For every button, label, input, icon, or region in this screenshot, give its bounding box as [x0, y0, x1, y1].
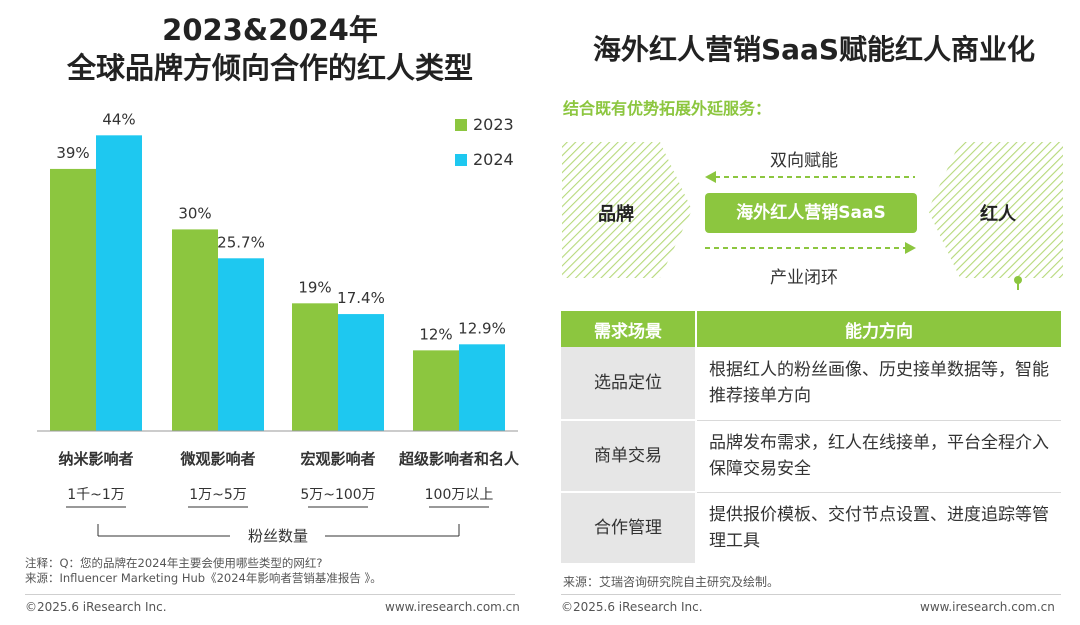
bar-2024-3	[459, 344, 505, 431]
legend-label-2023: 2023	[473, 115, 514, 134]
bar-2024-0	[96, 135, 142, 431]
connector-dot	[1014, 276, 1022, 284]
flow-diagram	[562, 142, 1063, 290]
header-scene: 需求场景	[561, 311, 697, 347]
bar-2024-2	[338, 314, 384, 431]
subcategory-label-1: 1万~5万	[189, 487, 247, 503]
bar-chart: 39% 44% 纳米影响者 1千~1万 30% 25.7% 微观影响者 1万~5万 19% 17.…	[37, 110, 520, 545]
data-label-2023-0: 39%	[56, 144, 89, 162]
table-row: 商单交易 品牌发布需求，红人在线接单，平台全程介入保障交易安全	[561, 420, 1061, 493]
brand-node-label: 品牌	[598, 204, 634, 225]
top-flow-arrowhead	[705, 171, 716, 183]
bar-2023-3	[413, 350, 459, 431]
table-header-row: 需求场景 能力方向	[561, 311, 1061, 347]
chart-notes: 注释：Q：您的品牌在2024年主要会使用哪些类型的网红? 来源：Influenc…	[25, 556, 382, 586]
subcategory-label-2: 5万~100万	[300, 487, 375, 503]
chart-note: 注释：Q：您的品牌在2024年主要会使用哪些类型的网红?	[25, 556, 323, 570]
influencer-node-label: 红人	[980, 204, 1016, 225]
table-row: 选品定位 根据红人的粉丝画像、历史接单数据等，智能推荐接单方向	[561, 347, 1061, 421]
bottom-flow-arrowhead	[905, 242, 916, 254]
right-footer-divider	[561, 594, 1061, 595]
left-website: www.iresearch.com.cn	[385, 600, 520, 614]
subcategory-label-0: 1千~1万	[67, 487, 125, 503]
table-cell-ability: 提供报价模板、交付节点设置、进度追踪等管理工具	[696, 492, 1061, 565]
bottom-flow-label: 产业闭环	[770, 268, 838, 288]
panel-source: 来源：艾瑞咨询研究院自主研究及绘制。	[563, 575, 780, 589]
category-label-1: 微观影响者	[179, 450, 255, 468]
bar-2023-1	[172, 229, 218, 431]
brand-node-shape	[562, 142, 692, 278]
bar-2023-0	[50, 168, 96, 432]
legend-item-2024: 2024	[455, 150, 514, 169]
x-axis-label: 粉丝数量	[248, 527, 308, 545]
chart-title-line2: 全球品牌方倾向合作的红人类型	[66, 51, 473, 85]
legend-swatch-2024	[455, 154, 467, 166]
legend-item-2023: 2023	[455, 115, 514, 134]
table-cell-scene: 商单交易	[561, 420, 697, 493]
legend-swatch-2023	[455, 119, 467, 131]
capability-table: 需求场景 能力方向 选品定位 根据红人的粉丝画像、历史接单数据等，智能推荐接单方…	[561, 311, 1061, 565]
table-row: 合作管理 提供报价模板、交付节点设置、进度追踪等管理工具	[561, 492, 1061, 565]
table-cell-scene: 合作管理	[561, 492, 697, 565]
bar-2023-2	[292, 303, 338, 431]
category-label-2: 宏观影响者	[300, 450, 375, 468]
table-cell-ability: 品牌发布需求，红人在线接单，平台全程介入保障交易安全	[696, 420, 1061, 493]
right-website: www.iresearch.com.cn	[920, 600, 1055, 614]
table-cell-scene: 选品定位	[561, 347, 697, 421]
right-copyright: ©2025.6 iResearch Inc.	[561, 600, 703, 614]
panel-title: 海外红人营销SaaS赋能红人商业化	[592, 33, 1036, 66]
subcategory-label-3: 100万以上	[425, 487, 494, 503]
left-footer-divider	[25, 594, 515, 595]
legend-label-2024: 2024	[473, 150, 514, 169]
data-label-2023-3: 12%	[419, 325, 452, 343]
left-copyright: ©2025.6 iResearch Inc.	[25, 600, 167, 614]
top-flow-label: 双向赋能	[770, 151, 838, 171]
data-label-2024-2: 17.4%	[337, 289, 385, 307]
data-label-2024-1: 25.7%	[217, 233, 265, 251]
category-label-3: 超级影响者和名人	[398, 450, 520, 468]
data-label-2023-2: 19%	[298, 278, 331, 296]
panel-subtitle: 结合既有优势拓展外延服务：	[563, 99, 772, 118]
chart-source: 来源：Influencer Marketing Hub《2024年影响者营销基准…	[25, 571, 382, 585]
data-label-2024-3: 12.9%	[458, 319, 506, 337]
bar-2024-1	[218, 258, 264, 431]
saas-center-node: 海外红人营销SaaS	[705, 193, 917, 233]
influencer-node-shape	[928, 142, 1063, 278]
header-ability: 能力方向	[696, 311, 1061, 347]
table-cell-ability: 根据红人的粉丝画像、历史接单数据等，智能推荐接单方向	[696, 347, 1061, 421]
category-label-0: 纳米影响者	[58, 450, 133, 468]
data-label-2024-0: 44%	[102, 110, 135, 128]
chart-title-line1: 2023&2024年	[162, 13, 378, 47]
data-label-2023-1: 30%	[178, 204, 211, 222]
